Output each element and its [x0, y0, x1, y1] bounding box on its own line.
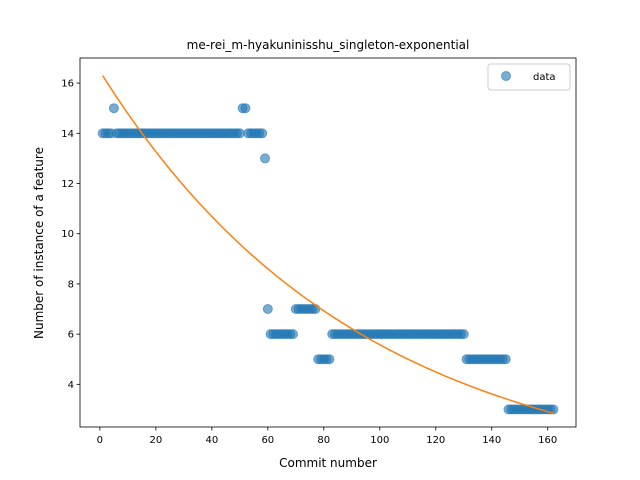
x-tick-label: 80: [317, 435, 330, 446]
x-axis-label: Commit number: [279, 456, 377, 470]
x-tick-label: 140: [482, 435, 501, 446]
y-tick-label: 12: [61, 179, 74, 190]
legend-box: [487, 63, 571, 91]
x-tick-label: 0: [97, 435, 103, 446]
legend-marker-data: [501, 71, 511, 81]
x-tick-label: 20: [149, 435, 162, 446]
plot-marks: [97, 75, 559, 415]
data-point: [260, 153, 271, 164]
x-tick-label: 120: [426, 435, 445, 446]
data-point: [500, 354, 511, 365]
y-tick-label: 4: [68, 380, 74, 391]
fit-line: [102, 75, 554, 414]
x-tick-label: 100: [370, 435, 389, 446]
legend: data: [487, 63, 571, 91]
y-tick-label: 16: [61, 79, 74, 90]
axes: 0 20 40 60 80 100 120 140 160 4 6 8 10 12 14 16: [61, 57, 577, 446]
data-point: [458, 329, 469, 340]
y-tick-label: 6: [68, 330, 74, 341]
legend-label-data: data: [533, 72, 556, 83]
y-tick-label: 8: [68, 279, 74, 290]
chart-title: me-rei_m-hyakuninisshu_singleton-exponen…: [187, 38, 470, 52]
y-tick-label: 10: [61, 229, 74, 240]
y-axis-label: Number of instance of a feature: [32, 147, 46, 339]
x-tick-label: 160: [538, 435, 557, 446]
data-point: [548, 404, 559, 415]
x-tick-label: 40: [205, 435, 218, 446]
data-point: [240, 103, 251, 114]
data-point: [234, 128, 245, 139]
x-tick-label: 60: [261, 435, 274, 446]
axes-frame: [79, 57, 577, 428]
y-tick-label: 14: [61, 129, 74, 140]
data-point: [262, 304, 273, 315]
data-point: [288, 329, 299, 340]
data-point: [108, 103, 119, 114]
data-point: [257, 128, 268, 139]
data-point: [324, 354, 335, 365]
